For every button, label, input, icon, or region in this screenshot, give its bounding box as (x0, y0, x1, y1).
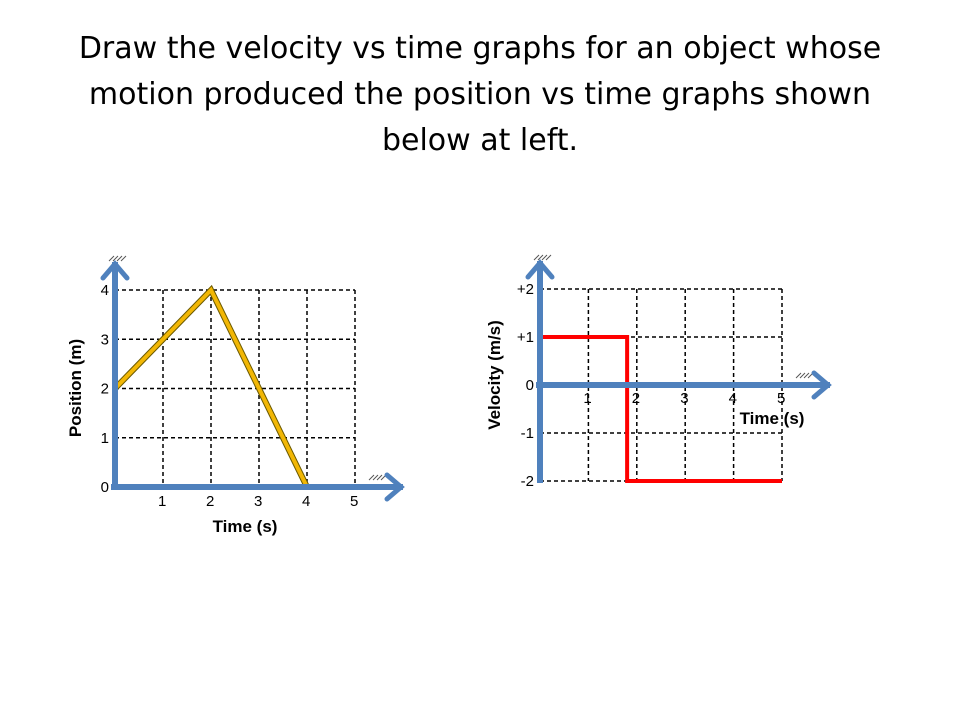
axis-hatch (803, 372, 810, 379)
y-axis-arrowhead (525, 259, 555, 280)
y-tick-label: +1 (517, 329, 534, 346)
x-axis-arrowhead (384, 472, 405, 502)
axis-hatch (116, 255, 123, 262)
axis-hatch (541, 254, 548, 261)
x-tick-label: 1 (583, 390, 591, 407)
velocity-time-graph: 1 2 3 4 5 -2 -1 0 +1 +2 Time (s) Velocity (m/s) (485, 254, 832, 490)
y-tick-label: 2 (101, 381, 109, 398)
y-axis-label: Position (m) (66, 339, 85, 437)
x-tick-label: 5 (777, 390, 785, 407)
axis-hatch (537, 254, 544, 261)
x-tick-label: 2 (632, 390, 640, 407)
axis-hatch (372, 474, 379, 481)
x-tick-label: 5 (350, 493, 358, 510)
y-tick-label: 0 (526, 377, 534, 394)
y-tick-label: 4 (101, 282, 109, 299)
x-tick-label: 3 (680, 390, 688, 407)
y-tick-label: -2 (521, 473, 534, 490)
x-tick-label: 4 (302, 493, 310, 510)
series-line (113, 286, 309, 488)
axis-hatch (533, 254, 540, 261)
y-axis-label: Velocity (m/s) (485, 320, 504, 430)
position-time-graph: 1 2 3 4 5 0 1 2 3 4 Time (s) Position (m) (66, 255, 405, 536)
x-axis-label: Time (s) (213, 517, 278, 536)
slide-title: Draw the velocity vs time graphs for an … (78, 31, 882, 158)
axis-hatch (799, 372, 806, 379)
axis-hatch (376, 474, 383, 481)
y-tick-label: 0 (101, 479, 109, 496)
y-tick-label: -1 (521, 425, 534, 442)
axis-hatch (120, 255, 127, 262)
x-tick-label: 4 (729, 390, 737, 407)
x-tick-label: 2 (206, 493, 214, 510)
x-tick-label: 1 (158, 493, 166, 510)
y-tick-label: +2 (517, 281, 534, 298)
y-axis-arrowhead (100, 260, 130, 281)
axis-hatch (108, 255, 115, 262)
y-tick-label: 3 (101, 331, 109, 348)
axis-hatch (368, 474, 375, 481)
x-tick-label: 3 (254, 493, 262, 510)
y-tick-label: 1 (101, 430, 109, 447)
x-axis-label: Time (s) (740, 409, 805, 428)
axis-hatch (545, 254, 552, 261)
series-line (540, 335, 782, 483)
axis-hatch (112, 255, 119, 262)
x-axis-arrowhead (811, 370, 832, 400)
axis-hatch (795, 372, 802, 379)
